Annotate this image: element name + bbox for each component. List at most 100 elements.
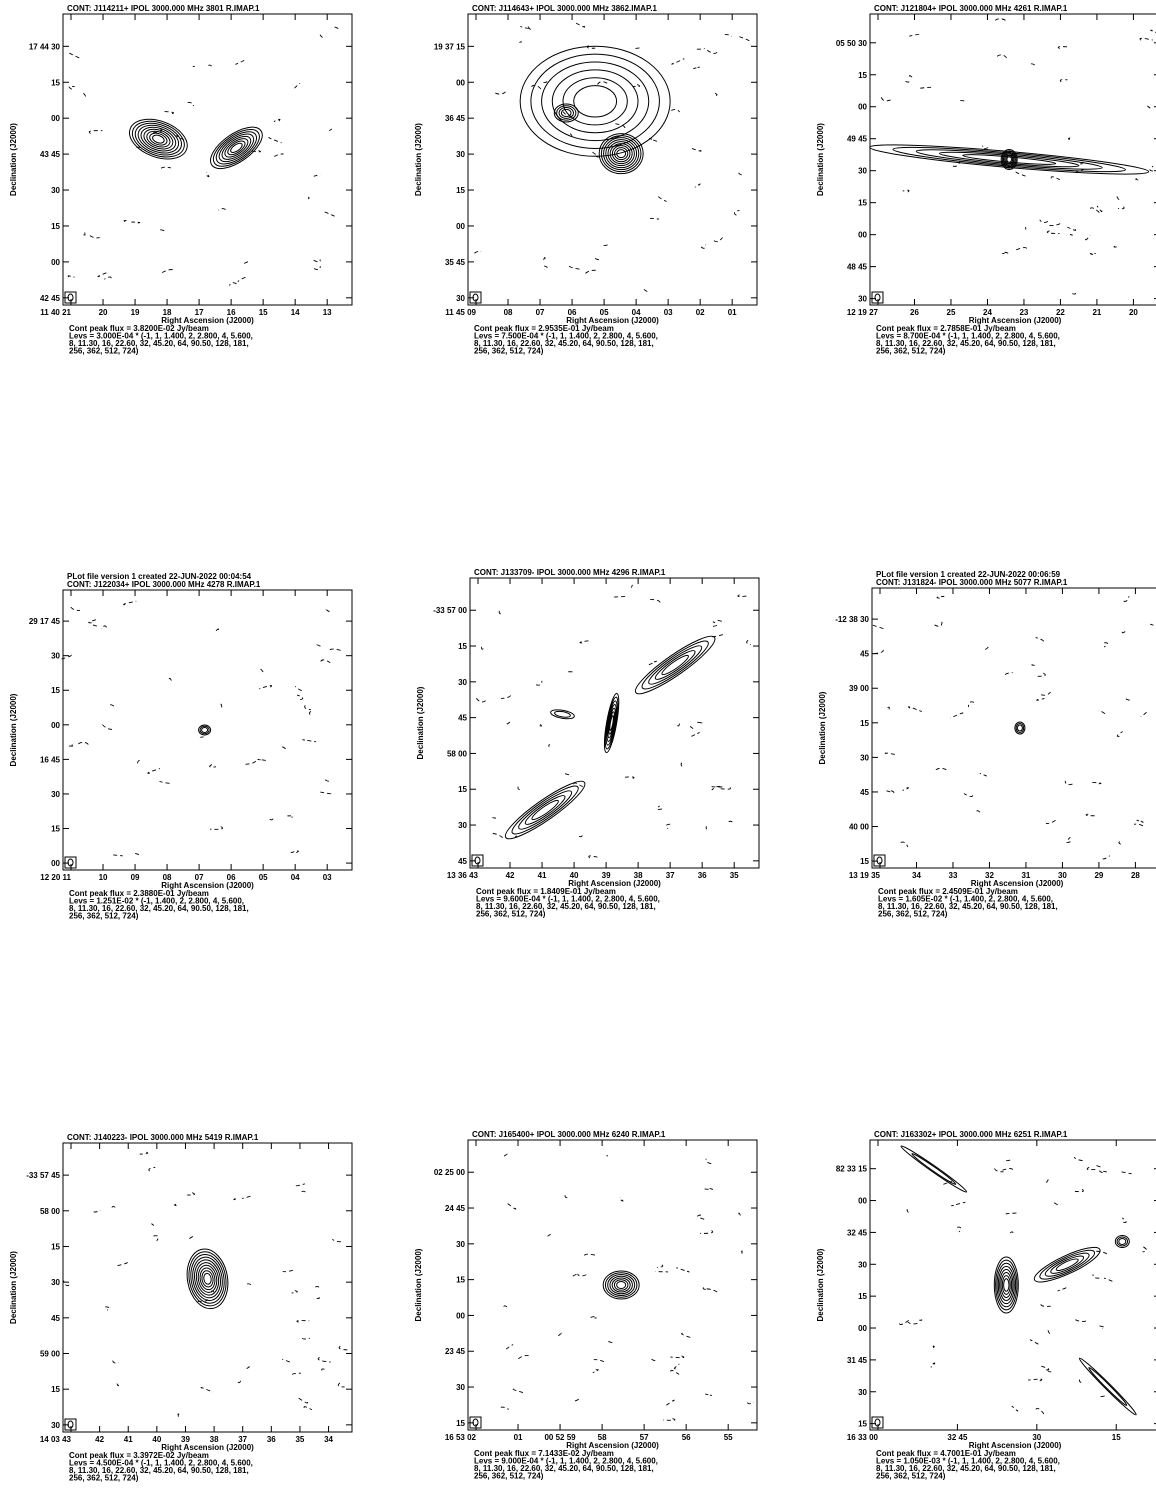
y-axis-label: Declination (J2000) [414,123,423,196]
x-tick-label: 20 [99,308,108,317]
contour [500,774,590,845]
negative-contour [994,1169,1003,1172]
negative-contour [704,1188,713,1189]
negative-contour [149,1167,155,1171]
negative-contour [338,1383,344,1387]
negative-contour [1100,1171,1107,1173]
negative-contour [576,23,585,27]
negative-contour [292,1291,298,1293]
negative-contour [274,154,283,157]
negative-contour [977,811,981,813]
y-axis-label: Declination (J2000) [816,1248,825,1321]
negative-contour [1006,1213,1017,1214]
contours [476,585,751,858]
negative-contour [131,222,139,223]
x-tick-label: 11 40 21 [40,308,71,317]
y-tick-label: 35 45 [445,258,466,267]
negative-contour [633,48,640,49]
x-tick-label: 01 [728,308,737,317]
negative-contour [105,1307,109,1310]
negative-contour [305,705,311,709]
panel: CONT: J133709- IPOL 3000.000 MHz 4296 R.… [416,568,759,919]
contours [474,23,749,291]
y-tick-label: 30 [456,1240,465,1249]
panel-header: CONT: J140223- IPOL 3000.000 MHz 5419 R.… [67,1133,259,1142]
negative-contour [238,1381,241,1383]
y-tick-label: 15 [458,642,467,651]
negative-contour [244,260,249,264]
negative-contour [545,1234,550,1237]
negative-contour [666,824,670,828]
negative-contour [507,1203,515,1209]
negative-contour [1030,1340,1039,1345]
y-tick-label: 43 45 [40,150,61,159]
y-tick-label: 00 [51,258,60,267]
negative-contour [1058,1288,1066,1291]
x-tick-label: 01 [514,1433,523,1442]
negative-contour [1096,1251,1107,1254]
negative-contour [1012,1406,1018,1411]
x-tick-label: 03 [664,308,673,317]
contour [520,46,670,156]
negative-contour [339,1346,349,1350]
negative-contour [1065,781,1072,785]
contours [899,1144,1146,1417]
negative-contour [691,733,699,737]
negative-contour [161,167,171,168]
contour [1119,1239,1126,1245]
negative-contour [697,48,705,49]
negative-contour [1099,711,1105,714]
negative-contour [335,27,340,31]
negative-contour [520,42,523,43]
x-tick-label: 11 45 09 [445,308,476,317]
negative-contour [748,1402,754,1403]
negative-contour [903,190,909,192]
y-tick-label: 29 17 45 [29,617,61,626]
y-tick-label: 30 [51,790,60,799]
y-tick-label: 00 [51,721,60,730]
negative-contour [1095,1166,1100,1167]
contour [561,109,571,116]
negative-contour [739,1213,742,1218]
x-tick-label: 36 [267,1435,276,1444]
negative-contour [242,1196,250,1198]
negative-contour [718,620,725,622]
negative-contour [325,212,335,216]
negative-contour [1067,837,1071,842]
negative-contour [293,1373,301,1374]
x-tick-label: 14 [291,308,300,317]
negative-contour [682,1333,692,1338]
y-tick-label: 00 [456,1311,465,1320]
x-tick-label: 33 [949,871,958,880]
x-tick-label: 07 [536,308,545,317]
negative-contour [1016,172,1026,176]
negative-contour [234,1198,238,1200]
negative-contour [565,774,571,777]
x-tick-label: 13 36 43 [447,871,479,880]
negative-contour [1045,1179,1048,1183]
negative-contour [969,702,974,707]
contour [899,1144,968,1195]
negative-contour [1010,1232,1013,1235]
negative-contour [741,1251,742,1254]
negative-contour [216,629,219,631]
negative-contour [1002,252,1008,253]
negative-contour [607,1341,612,1342]
negative-contour [1137,820,1144,822]
negative-contour [908,1322,918,1324]
x-tick-label: 26 [910,308,919,317]
negative-contour [1086,814,1096,816]
negative-contour [152,1224,155,1226]
negative-contour [1032,665,1035,666]
x-tick-label: 13 [323,308,332,317]
y-tick-label: 15 [858,71,867,80]
negative-contour [544,266,547,270]
negative-contour [296,1184,305,1186]
negative-contour [631,585,632,587]
y-tick-label: 15 [858,1292,867,1301]
y-tick-label: 05 50 30 [836,39,868,48]
y-tick-label: 30 [458,678,467,687]
negative-contour [1037,698,1045,700]
y-tick-label: 36 45 [445,114,466,123]
negative-contour [542,257,545,259]
